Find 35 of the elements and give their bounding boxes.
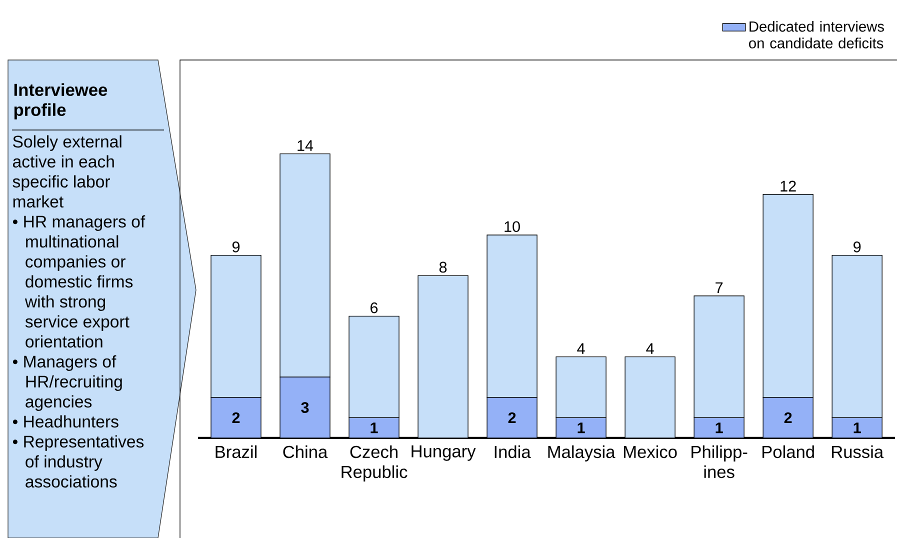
- total-label: 6: [370, 302, 378, 314]
- x-tick-label: Czech Republic: [342, 445, 408, 482]
- data-label: 1: [854, 422, 861, 434]
- data-label: 1: [370, 422, 378, 434]
- total-label: 12: [780, 180, 796, 192]
- data-label: 2: [508, 412, 516, 424]
- text: Interviewee profile: [14, 83, 108, 120]
- total-label: 7: [716, 282, 723, 293]
- x-tick-label: Russia: [832, 445, 884, 458]
- data-label: 3: [301, 402, 309, 413]
- x-tick-label: Hungary: [412, 445, 476, 461]
- total-label: 9: [854, 241, 861, 252]
- text: Solely external active in each specific labor market: [12, 135, 122, 208]
- x-tick-label: Mexico: [624, 445, 677, 458]
- x-tick-label: China: [283, 445, 328, 458]
- x-tick-label: Brazil: [216, 445, 257, 458]
- total-label: 9: [232, 241, 240, 252]
- text: • HR managers of multinational companies or domestic firms with strong service export orientation: [12, 215, 146, 348]
- x-tick-label: Malaysia: [548, 445, 616, 462]
- data-label: 2: [232, 412, 240, 424]
- text: • Headhunters: [12, 415, 118, 428]
- text: • Managers of HR/recruiting agencies: [12, 355, 122, 411]
- x-tick-label: India: [494, 445, 531, 458]
- total-label: 8: [439, 262, 447, 273]
- data-label: 2: [784, 412, 792, 424]
- x-tick-label: Philipp-ines: [692, 445, 748, 478]
- total-label: 4: [646, 343, 654, 354]
- total-label: 14: [298, 140, 314, 151]
- x-tick-label: Poland: [762, 445, 814, 458]
- text: • Representatives of industry associations: [12, 435, 144, 488]
- data-label: 1: [578, 422, 585, 434]
- total-label: 4: [577, 343, 585, 354]
- data-label: 1: [716, 422, 723, 434]
- total-label: 10: [504, 221, 520, 232]
- legend-label: Dedicated interviews on candidate deficits: [749, 20, 884, 48]
